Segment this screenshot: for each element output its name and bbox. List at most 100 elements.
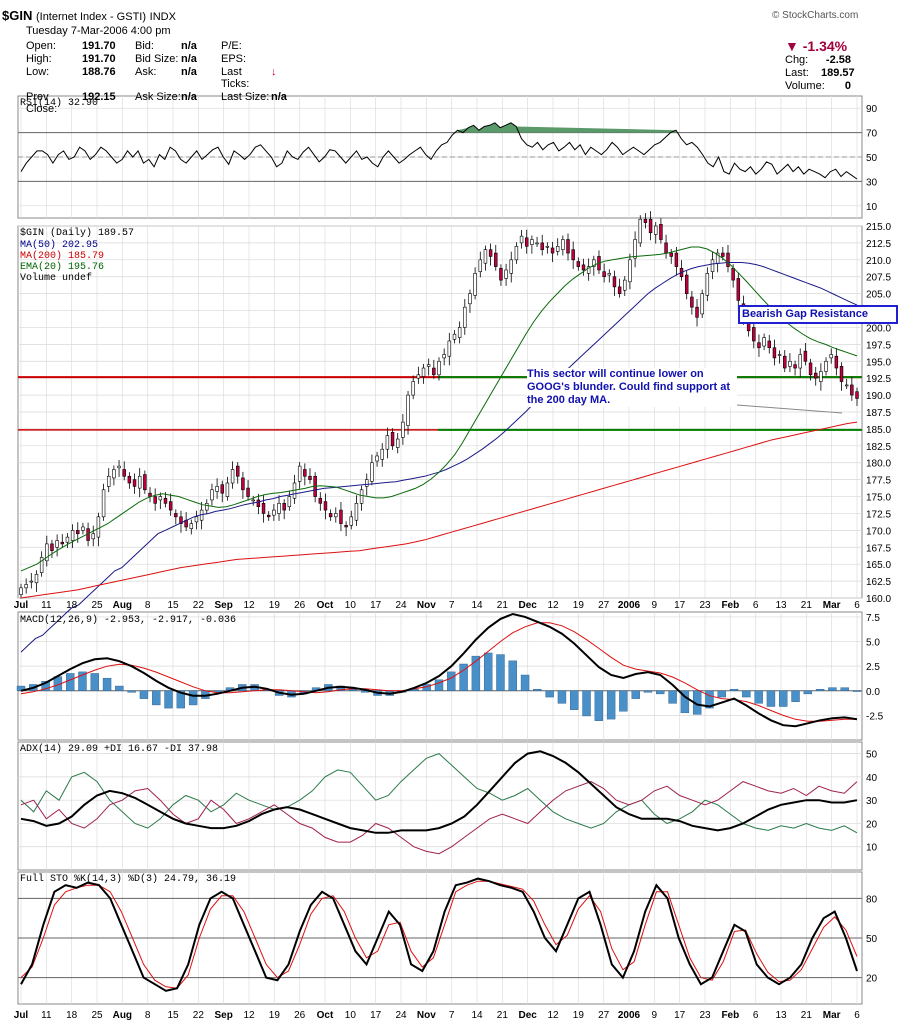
candle-body xyxy=(210,489,214,501)
candle-body xyxy=(256,499,261,507)
quote-label: Prev Close: xyxy=(26,91,58,115)
x-tick-label: Sep xyxy=(214,600,232,611)
candle-body xyxy=(555,245,560,252)
change-summary: ▼ -1.34% Chg: -2.58 Last: 189.57 Volume: 0 xyxy=(785,38,855,92)
candle-body xyxy=(834,355,839,369)
y-tick-label: 7.5 xyxy=(866,613,880,624)
y-tick-label: 197.5 xyxy=(866,340,891,351)
x-tick-label: Dec xyxy=(518,1010,537,1021)
y-tick-label: 50 xyxy=(866,153,878,164)
candle-body xyxy=(230,469,235,484)
candle-body xyxy=(205,503,209,511)
macd-histogram-bar xyxy=(705,690,714,709)
candle-body xyxy=(50,543,54,551)
y-tick-label: 50 xyxy=(866,934,878,945)
candle-body xyxy=(757,342,761,349)
candle-body xyxy=(19,587,23,595)
y-tick-label: 0.0 xyxy=(866,687,880,698)
x-tick-label: Aug xyxy=(113,600,132,611)
x-tick-label: Feb xyxy=(721,1010,739,1021)
watermark: © StockCharts.com xyxy=(772,10,859,21)
candle-body xyxy=(163,497,168,504)
candle-body xyxy=(504,269,508,279)
macd-histogram-bar xyxy=(619,690,628,712)
candle-body xyxy=(168,501,173,511)
macd-histogram-bar xyxy=(41,681,50,691)
x-tick-label: 15 xyxy=(167,1010,179,1021)
x-tick-label: 25 xyxy=(91,1010,103,1021)
candle-body xyxy=(261,503,266,514)
candle-body xyxy=(158,496,163,501)
candle-body xyxy=(421,367,426,377)
x-tick-label: 26 xyxy=(294,1010,306,1021)
candle-body xyxy=(282,503,286,511)
x-tick-label: 19 xyxy=(573,600,585,611)
y-tick-label: 10 xyxy=(866,843,878,854)
candle-body xyxy=(798,354,802,369)
x-tick-label: 21 xyxy=(497,1010,509,1021)
macd-histogram-bar xyxy=(852,690,862,692)
x-tick-label: Nov xyxy=(417,600,436,611)
candle-body xyxy=(432,367,436,376)
candle-body xyxy=(122,469,126,477)
x-tick-label: 15 xyxy=(167,600,179,611)
macd-histogram-bar xyxy=(65,673,75,691)
candle-body xyxy=(519,235,524,244)
candle-body xyxy=(509,259,513,274)
y-tick-label: 180.0 xyxy=(866,459,891,470)
candle-body xyxy=(788,360,792,367)
candle-body xyxy=(308,475,312,480)
candle-body xyxy=(297,465,302,482)
quote-value: n/a xyxy=(271,91,287,103)
macd-histogram-bar xyxy=(545,690,554,698)
x-tick-label: 14 xyxy=(471,600,483,611)
rsi-line xyxy=(20,122,858,180)
candle-body xyxy=(457,327,462,338)
minus-di-line xyxy=(20,781,858,855)
y-tick-label: 190.0 xyxy=(866,391,891,402)
ema20-line xyxy=(20,246,858,572)
x-tick-label: Nov xyxy=(417,1010,436,1021)
candle-body xyxy=(813,372,818,379)
index-name: (Internet Index - GSTI) xyxy=(35,11,147,23)
sto-label: Full STO %K(14,3) %D(3) 24.79, 36.19 xyxy=(20,874,237,885)
candle-body xyxy=(643,218,648,223)
summary-value: 0 xyxy=(844,80,851,92)
candle-body xyxy=(700,293,704,315)
quote-label: Last Ticks: xyxy=(221,66,250,90)
quote-table: Open: 191.70 Bid: n/a P/E: High: 191.70 Bid Si… xyxy=(26,40,311,115)
x-tick-label: Jul xyxy=(14,1010,29,1021)
macd-histogram-bar xyxy=(78,671,87,691)
x-tick-label: 12 xyxy=(547,600,559,611)
candle-body xyxy=(447,340,452,357)
x-tick-label: 12 xyxy=(243,600,255,611)
candle-body xyxy=(514,245,519,261)
candle-body xyxy=(659,224,663,240)
y-tick-label: 167.5 xyxy=(866,543,891,554)
macd-histogram-bar xyxy=(447,671,456,691)
candle-body xyxy=(550,247,555,254)
rsi-label: RSI(14) 32.90 xyxy=(20,98,99,109)
x-tick-label: Mar xyxy=(823,600,841,611)
summary-value: 189.57 xyxy=(821,67,855,79)
quote-value xyxy=(271,53,311,65)
candle-body xyxy=(401,421,405,438)
macd-histogram-bar xyxy=(606,690,616,720)
y-tick-label: 182.5 xyxy=(866,442,891,453)
candle-body xyxy=(695,306,699,318)
y-tick-label: 80 xyxy=(866,894,878,905)
x-tick-label: 19 xyxy=(269,600,281,611)
candle-body xyxy=(380,448,384,460)
macd-histogram-bar xyxy=(164,690,173,709)
x-tick-label: 24 xyxy=(395,600,407,611)
macd-histogram-bar xyxy=(717,690,726,698)
candle-body xyxy=(29,580,34,583)
macd-histogram-bar xyxy=(779,690,788,707)
candle-body xyxy=(390,431,395,447)
y-tick-label: 185.0 xyxy=(866,425,891,436)
candle-body xyxy=(251,499,255,502)
candle-body xyxy=(318,497,323,504)
candle-body xyxy=(525,237,529,247)
candle-body xyxy=(323,501,328,511)
